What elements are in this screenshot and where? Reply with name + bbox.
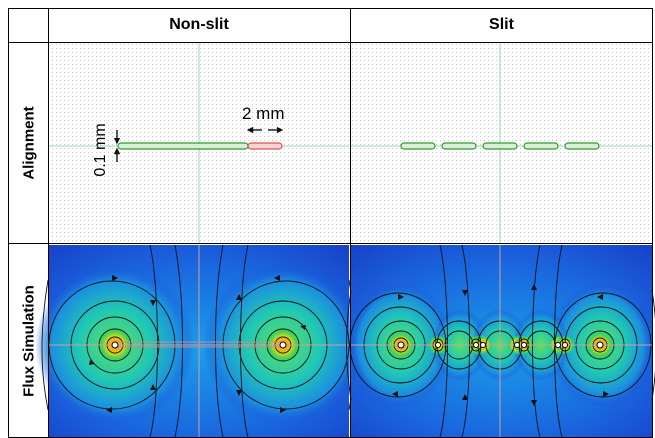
slit-trace-1	[400, 142, 436, 150]
row-label-alignment: Alignment	[20, 106, 38, 180]
width-annotation: 2 mm	[242, 104, 285, 123]
column-header-nonslit: Non-slit	[169, 16, 229, 33]
column-header-slit: Slit	[489, 16, 514, 33]
nonslit-trace-green	[117, 142, 249, 150]
slit-trace-3	[482, 142, 518, 150]
thickness-annotation: 0.1 mm	[92, 123, 109, 177]
table-grid	[8, 8, 653, 438]
nonslit-trace-red	[247, 142, 283, 150]
slit-trace-4	[523, 142, 559, 150]
slit-trace-2	[441, 142, 477, 150]
flux-panel-slit	[346, 244, 655, 438]
row-label-flux-simulation: Flux Simulation	[20, 285, 38, 397]
slit-trace-5	[564, 142, 600, 150]
flux-panel-nonslit	[35, 244, 363, 438]
